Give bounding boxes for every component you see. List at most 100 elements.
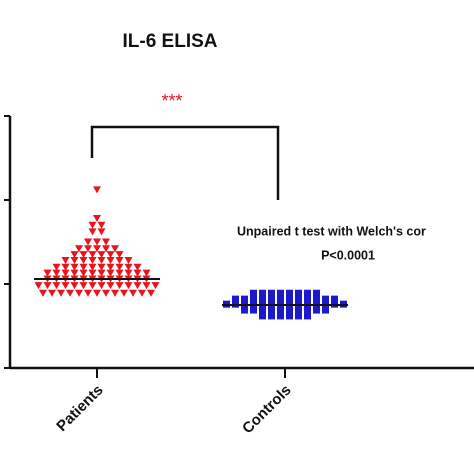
point (142, 282, 151, 290)
point (97, 251, 106, 259)
point (57, 289, 65, 297)
point (84, 238, 92, 246)
point (286, 289, 293, 297)
point (268, 289, 275, 297)
x-tick-label: Patients (53, 382, 106, 435)
point (111, 245, 119, 253)
point (52, 269, 61, 277)
point (97, 269, 106, 277)
point (48, 289, 56, 297)
point (232, 295, 239, 303)
point (268, 312, 275, 320)
point (120, 289, 128, 297)
point (129, 289, 137, 297)
point (52, 263, 61, 271)
point (84, 245, 92, 253)
point (115, 263, 124, 271)
point (115, 251, 124, 259)
point (97, 282, 106, 290)
point (313, 306, 320, 314)
point (115, 269, 124, 277)
point (97, 228, 106, 236)
significance: *** (161, 91, 182, 111)
point (295, 312, 302, 320)
point (102, 238, 110, 246)
point (259, 312, 266, 320)
point (268, 306, 275, 314)
point (106, 282, 115, 290)
point (88, 221, 97, 229)
point (313, 289, 320, 297)
point (259, 295, 266, 303)
point (304, 295, 311, 303)
point (124, 269, 133, 277)
point (151, 282, 160, 290)
point (106, 256, 115, 264)
point (79, 251, 88, 259)
point (88, 269, 97, 277)
point (295, 295, 302, 303)
point (97, 221, 106, 229)
point (277, 306, 284, 314)
point (61, 269, 70, 277)
point (259, 289, 266, 297)
point (133, 263, 142, 271)
point (93, 186, 101, 194)
point (70, 263, 79, 271)
chart-title: IL-6 ELISA (122, 31, 217, 52)
point (250, 289, 257, 297)
point (295, 306, 302, 314)
point (43, 269, 52, 277)
point (115, 282, 124, 290)
point (88, 263, 97, 271)
point (304, 312, 311, 320)
point (277, 295, 284, 303)
point (277, 289, 284, 297)
point (43, 282, 52, 290)
x-tick-label: Controls (239, 382, 295, 438)
point (142, 269, 151, 277)
point (304, 289, 311, 297)
point (88, 228, 97, 236)
point (304, 306, 311, 314)
point (84, 289, 92, 297)
point (70, 269, 79, 277)
point (322, 306, 329, 314)
point (241, 306, 248, 314)
point (97, 256, 106, 264)
point (322, 295, 329, 303)
point (70, 282, 79, 290)
point (138, 289, 146, 297)
point (93, 214, 101, 222)
point (66, 289, 74, 297)
point (88, 256, 97, 264)
point (241, 295, 248, 303)
point (147, 289, 155, 297)
point (52, 282, 61, 290)
point (79, 263, 88, 271)
point (75, 245, 83, 253)
test-note: Unpaired t test with Welch's cor (237, 224, 426, 238)
point (70, 256, 79, 264)
point (277, 312, 284, 320)
point (115, 256, 124, 264)
point (106, 269, 115, 277)
point (133, 269, 142, 277)
point (111, 289, 119, 297)
point (124, 256, 133, 264)
point (124, 282, 133, 290)
point (88, 282, 97, 290)
point (93, 238, 101, 246)
point (93, 289, 101, 297)
point (268, 295, 275, 303)
point (97, 263, 106, 271)
point (102, 245, 110, 253)
point (88, 251, 97, 259)
point (102, 289, 110, 297)
point (286, 306, 293, 314)
point (286, 312, 293, 320)
point (39, 289, 47, 297)
point (61, 256, 70, 264)
point (106, 251, 115, 259)
point (295, 289, 302, 297)
